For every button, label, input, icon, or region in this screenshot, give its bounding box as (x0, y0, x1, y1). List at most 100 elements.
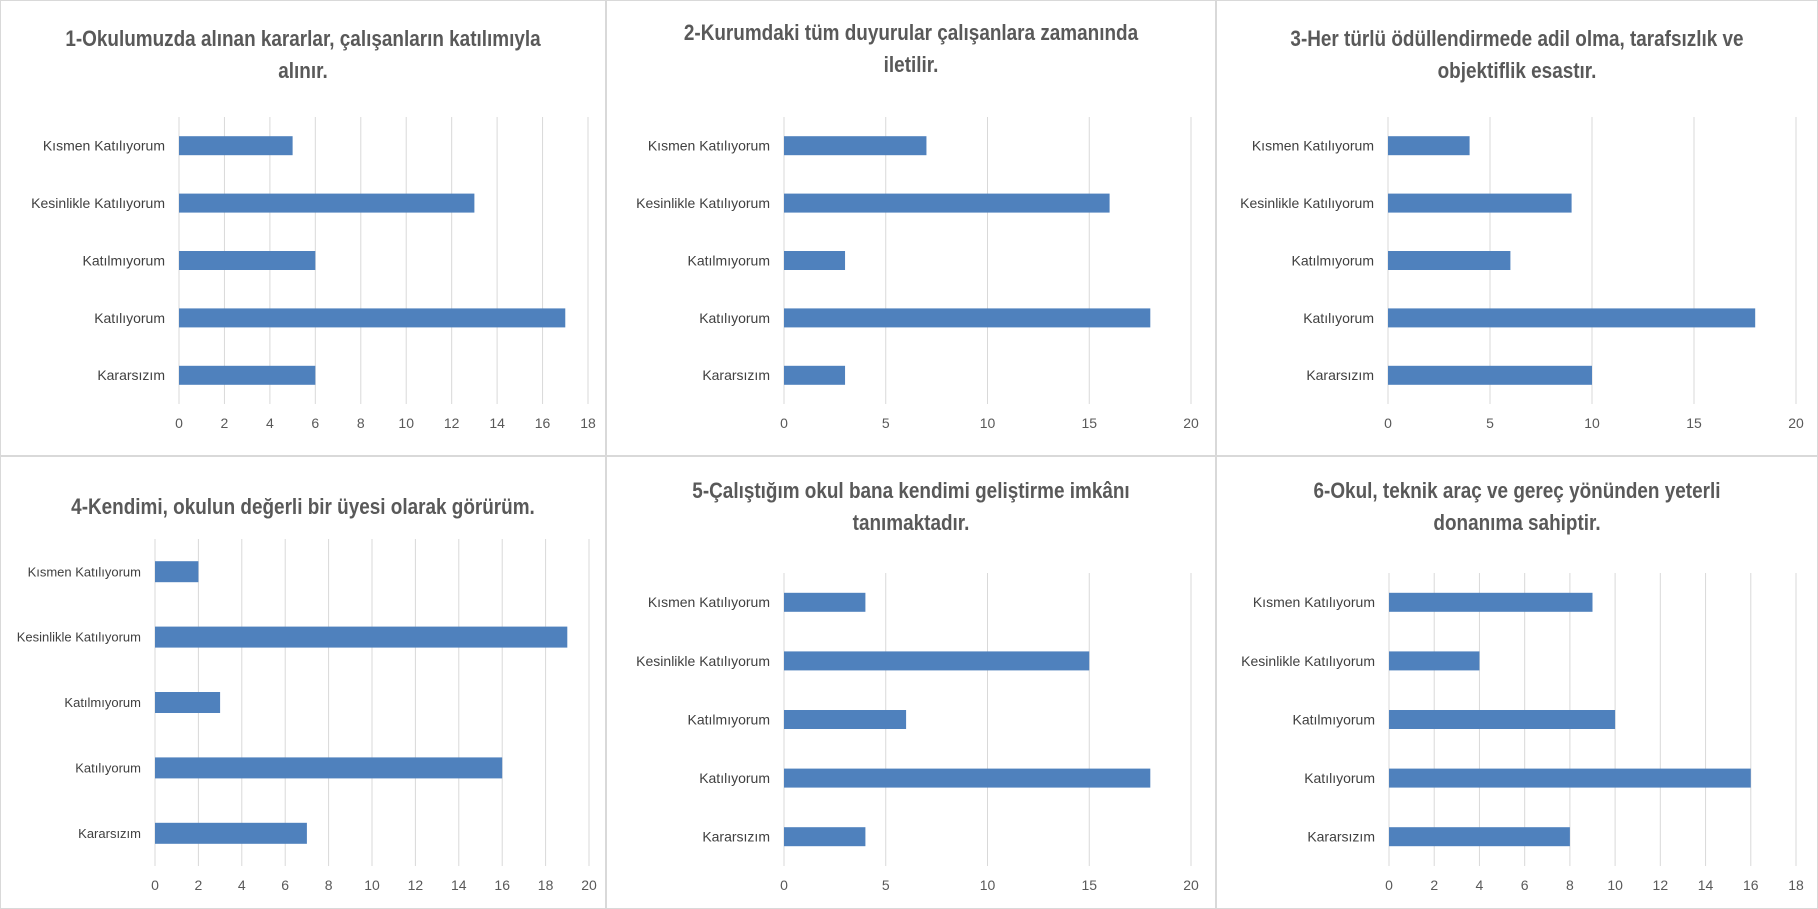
category-label: Katılmıyorum (688, 252, 770, 268)
x-tick-label: 14 (489, 415, 505, 431)
chart-panel-4: 4-Kendimi, okulun değerli bir üyesi olar… (0, 456, 606, 909)
x-tick-label: 10 (980, 877, 996, 893)
chart-title: 1-Okulumuzda alınan kararlar, çalışanlar… (65, 26, 541, 83)
chart-plot: 0 2 4 6 8 10 12 14 16 18 20 Kısmen Katılıyorum Kesin… (17, 539, 597, 893)
bar (1389, 768, 1751, 788)
category-label: Kısmen Katılıyorum (43, 138, 165, 154)
chart-panel-1: 1-Okulumuzda alınan kararlar, çalışanlar… (0, 0, 606, 456)
category-label: Katılıyorum (94, 310, 165, 326)
x-tick-label: 20 (1183, 415, 1199, 431)
category-label: Kısmen Katılıyorum (648, 138, 770, 154)
category-label: Katılmıyorum (1292, 252, 1374, 268)
chart-plot: 0 2 4 6 8 10 12 14 16 18 Kısmen Katılıyorum Kesinli… (31, 117, 596, 431)
bar (784, 710, 907, 729)
bar (784, 193, 1110, 213)
x-tick-label: 15 (1081, 877, 1097, 893)
category-label: Katılıyorum (1303, 310, 1374, 326)
x-tick-label: 5 (882, 877, 890, 893)
category-label: Katılmıyorum (688, 711, 770, 727)
bar (784, 768, 1151, 788)
x-tick-label: 6 (281, 877, 289, 893)
category-label: Kararsızım (1306, 367, 1374, 383)
category-label: Kısmen Katılıyorum (1252, 138, 1374, 154)
category-label: Kararsızım (97, 367, 165, 383)
x-tick-label: 8 (1566, 877, 1574, 893)
x-tick-label: 0 (151, 877, 159, 893)
bar (155, 561, 199, 583)
category-label: Kesinlikle Katılıyorum (1241, 653, 1375, 669)
bar (1388, 136, 1470, 156)
chart-panel-2: 2-Kurumdaki tüm duyurular çalışanlara za… (606, 0, 1216, 456)
chart-title: 3-Her türlü ödüllendirmede adil olma, ta… (1290, 26, 1744, 83)
category-label: Kesinlikle Katılıyorum (31, 195, 165, 211)
chart-title: 4-Kendimi, okulun değerli bir üyesi olar… (71, 494, 535, 519)
x-tick-label: 14 (1698, 877, 1714, 893)
bar (784, 251, 846, 270)
category-label: Katılıyorum (699, 770, 770, 786)
x-tick-label: 8 (357, 415, 365, 431)
x-tick-label: 4 (238, 877, 246, 893)
x-tick-label: 12 (408, 877, 424, 893)
bar (1388, 251, 1511, 270)
bar (784, 365, 846, 385)
x-tick-label: 15 (1081, 415, 1097, 431)
category-label: Katılmıyorum (1293, 711, 1375, 727)
x-tick-label: 8 (325, 877, 333, 893)
x-tick-label: 10 (1584, 415, 1600, 431)
x-tick-label: 10 (1607, 877, 1623, 893)
bar (155, 626, 568, 648)
bar (155, 692, 221, 713)
x-tick-label: 2 (221, 415, 229, 431)
chart-panel-6: 6-Okul, teknik araç ve gereç yönünden ye… (1216, 456, 1818, 909)
x-tick-label: 5 (882, 415, 890, 431)
x-tick-label: 20 (1183, 877, 1199, 893)
x-tick-label: 15 (1686, 415, 1702, 431)
x-tick-label: 0 (1385, 877, 1393, 893)
x-tick-label: 10 (364, 877, 380, 893)
chart-title: 6-Okul, teknik araç ve gereç yönünden ye… (1313, 478, 1721, 535)
category-label: Kararsızım (78, 826, 141, 841)
x-tick-label: 20 (581, 877, 597, 893)
x-tick-label: 0 (175, 415, 183, 431)
x-tick-label: 18 (1788, 877, 1804, 893)
bar (784, 136, 927, 156)
bar (179, 251, 316, 270)
category-label: Katılıyorum (75, 760, 141, 775)
x-tick-label: 18 (580, 415, 596, 431)
x-tick-label: 0 (1384, 415, 1392, 431)
x-tick-label: 5 (1486, 415, 1494, 431)
x-tick-label: 6 (1521, 877, 1529, 893)
bar (179, 308, 566, 328)
bar (1389, 651, 1480, 671)
x-tick-label: 0 (780, 415, 788, 431)
x-tick-label: 2 (195, 877, 203, 893)
bar (179, 193, 475, 213)
bar (1389, 592, 1593, 612)
x-tick-label: 12 (444, 415, 460, 431)
category-label: Kesinlikle Katılıyorum (636, 653, 770, 669)
chart-panel-5: 5-Çalıştığım okul bana kendimi geliştirm… (606, 456, 1216, 909)
chart-panel-3: 3-Her türlü ödüllendirmede adil olma, ta… (1216, 0, 1818, 456)
bar (179, 136, 293, 156)
category-label: Kesinlikle Katılıyorum (636, 195, 770, 211)
bar (155, 822, 307, 844)
bar (155, 757, 503, 779)
x-tick-label: 0 (780, 877, 788, 893)
category-label: Kesinlikle Katılıyorum (17, 630, 141, 645)
category-label: Katılmıyorum (64, 695, 141, 710)
bar (1389, 827, 1570, 847)
category-label: Kesinlikle Katılıyorum (1240, 195, 1374, 211)
bar (784, 308, 1151, 328)
bar (784, 651, 1090, 671)
x-tick-label: 4 (1476, 877, 1484, 893)
chart-plot: 0 5 10 15 20 Kısmen Katılıyorum Kesinlikle Kat… (636, 117, 1199, 431)
category-label: Kısmen Katılıyorum (1253, 594, 1375, 610)
category-label: Kararsızım (702, 367, 770, 383)
x-tick-label: 16 (494, 877, 510, 893)
x-tick-label: 4 (266, 415, 274, 431)
x-tick-label: 12 (1653, 877, 1669, 893)
x-tick-label: 10 (980, 415, 996, 431)
x-tick-label: 20 (1788, 415, 1804, 431)
category-label: Katılıyorum (699, 310, 770, 326)
